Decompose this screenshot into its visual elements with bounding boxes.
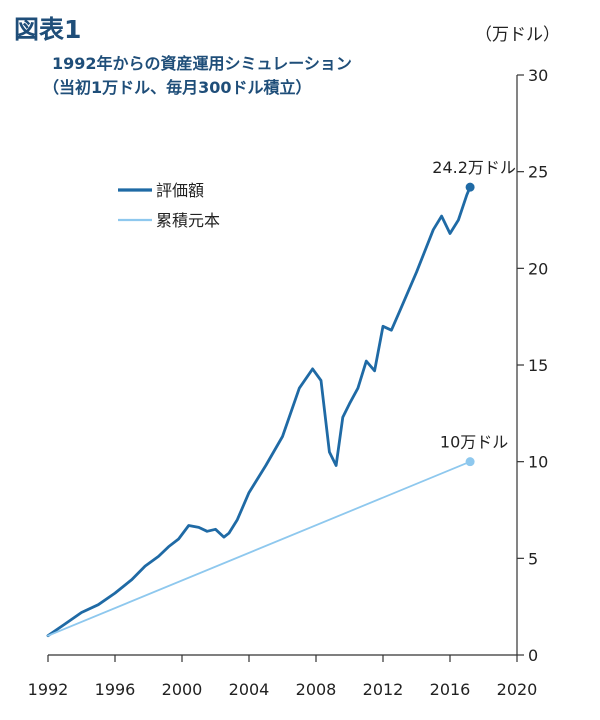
- chart-title: 1992年からの資産運用シミュレーション （当初1万ドル、毎月300ドル積立）: [43, 52, 352, 100]
- series-line-valuation: [46, 185, 472, 638]
- y-tick-label: 30: [528, 66, 548, 85]
- end-point-principal: [465, 457, 475, 467]
- x-tick-label: 2016: [430, 680, 471, 699]
- figure-label: 図表1: [14, 15, 82, 44]
- annotation-principal-end: 10万ドル: [440, 433, 508, 452]
- y-tick-label: 0: [528, 646, 538, 665]
- y-tick-label: 5: [528, 549, 538, 568]
- x-tick-label: 2004: [229, 680, 270, 699]
- y-tick-label: 10: [528, 453, 548, 472]
- end-point-valuation: [465, 182, 475, 192]
- y-tick-label: 25: [528, 163, 548, 182]
- annotation-valuation-end: 24.2万ドル: [432, 158, 516, 177]
- x-tick-label: 2012: [363, 680, 404, 699]
- x-tick-label: 1996: [95, 680, 136, 699]
- x-tick-label: 2000: [162, 680, 203, 699]
- series-line-principal: [47, 460, 472, 637]
- x-tick-label: 2008: [296, 680, 337, 699]
- y-tick-label: 15: [528, 356, 548, 375]
- y-tick-label: 20: [528, 259, 548, 278]
- x-tick-label: 1992: [28, 680, 69, 699]
- legend-label-principal: 累積元本: [156, 211, 220, 230]
- chart-title-line2: （当初1万ドル、毎月300ドル積立）: [43, 78, 312, 97]
- y-unit-label: （万ドル）: [475, 25, 560, 45]
- chart-title-line1: 1992年からの資産運用シミュレーション: [52, 54, 352, 73]
- x-tick-label: 2020: [497, 680, 538, 699]
- legend-label-valuation: 評価額: [156, 181, 204, 200]
